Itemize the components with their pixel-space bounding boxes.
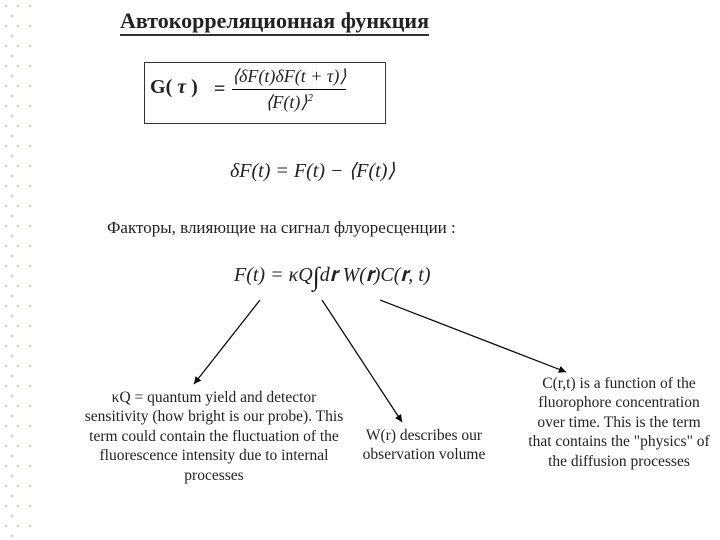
eq-G-num: ⟨δF(t)δF(t + τ)⟩	[232, 66, 346, 87]
eq-G-den: ⟨F(t)⟩2	[232, 89, 346, 113]
arrow-kq	[194, 300, 260, 384]
decorative-strip	[0, 0, 34, 540]
annotation-C: C(r,t) is a function of the fluorophore …	[526, 374, 712, 471]
title-text: Автокорреляционная функция	[120, 8, 429, 36]
integral-symbol: ∫	[313, 262, 320, 291]
eq-G-lhs: G( τ )	[150, 76, 198, 99]
eq-F-post: d𝐫 W(𝐫)C(𝐫, t)	[320, 264, 431, 286]
arrow-c	[380, 300, 566, 372]
slide-title: Автокорреляционная функция	[120, 8, 429, 34]
eq-F: F(t) = κQ∫d𝐫 W(𝐫)C(𝐫, t)	[234, 262, 430, 292]
subheading: Факторы, влияющие на сигнал флуоресценци…	[107, 218, 456, 238]
eq-G-fraction: ⟨δF(t)δF(t + τ)⟩ ⟨F(t)⟩2	[232, 66, 346, 113]
annotation-kQ: κQ = quantum yield and detector sensitiv…	[84, 388, 344, 485]
eq-F-pre: F(t) = κQ	[234, 264, 313, 286]
annotation-W: W(r) describes our observation volume	[344, 426, 504, 465]
eq-G-equals: =	[214, 78, 225, 101]
eq-deltaF: δF(t) = F(t) − ⟨F(t)⟩	[230, 158, 395, 183]
